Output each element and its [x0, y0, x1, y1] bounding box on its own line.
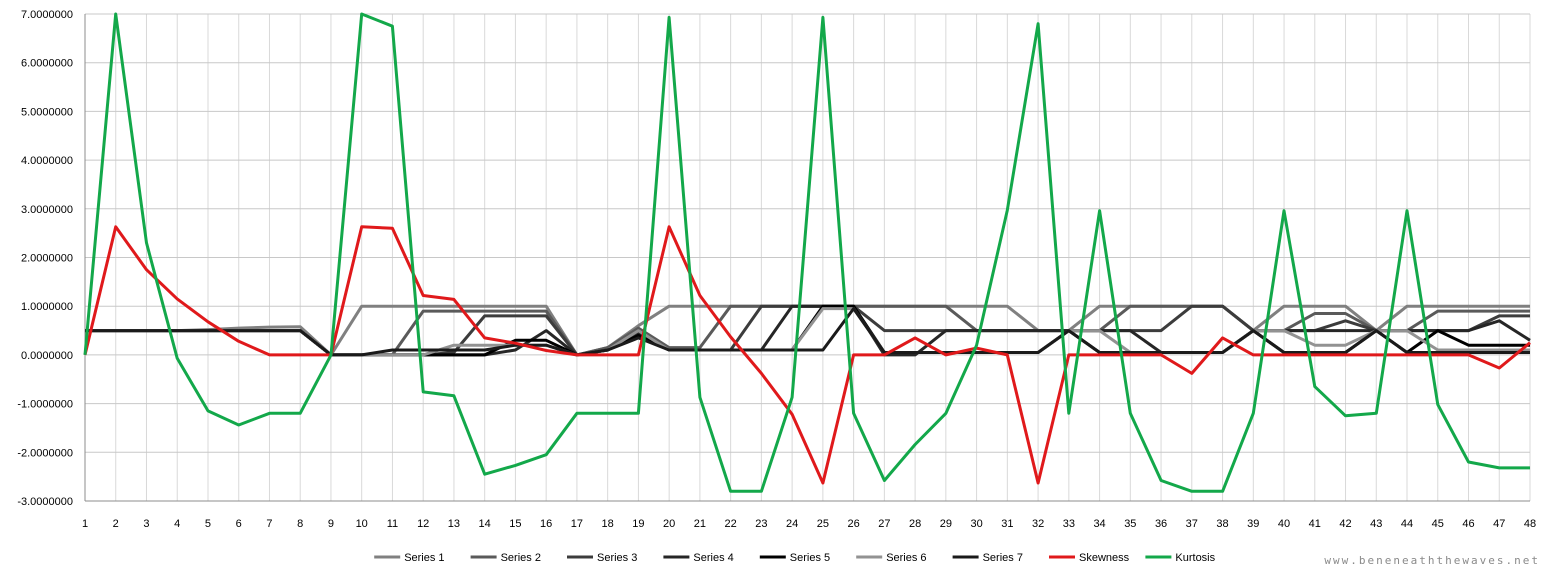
x-tick-label: 48 — [1524, 518, 1536, 530]
x-tick-label: 38 — [1216, 518, 1228, 530]
x-tick-label: 34 — [1093, 518, 1105, 530]
x-tick-label: 37 — [1186, 518, 1198, 530]
x-tick-label: 39 — [1247, 518, 1259, 530]
x-tick-label: 8 — [297, 518, 303, 530]
legend-label: Series 5 — [790, 552, 830, 564]
grid-lines — [84, 13, 1531, 502]
legend-label: Series 1 — [404, 552, 444, 564]
x-tick-label: 13 — [448, 518, 460, 530]
y-axis-ticks: -3.0000000 -2.0000000 -1.0000000 0.0000000 1… — [17, 9, 73, 508]
x-tick-label: 23 — [755, 518, 767, 530]
x-tick-label: 21 — [694, 518, 706, 530]
x-tick-label: 15 — [509, 518, 521, 530]
x-tick-label: 22 — [725, 518, 737, 530]
x-tick-label: 17 — [571, 518, 583, 530]
y-tick-label: 1.0000000 — [21, 301, 73, 313]
x-tick-label: 45 — [1432, 518, 1444, 530]
legend-label: Skewness — [1079, 552, 1130, 564]
x-tick-label: 5 — [205, 518, 211, 530]
x-tick-label: 2 — [113, 518, 119, 530]
x-tick-label: 28 — [909, 518, 921, 530]
legend-label: Series 2 — [501, 552, 541, 564]
x-tick-label: 29 — [940, 518, 952, 530]
series-line-series-7 — [85, 307, 1530, 357]
y-tick-label: -3.0000000 — [17, 496, 73, 508]
series-line-kurtosis — [83, 12, 1530, 493]
y-tick-label: 3.0000000 — [21, 204, 73, 216]
x-tick-label: 46 — [1462, 518, 1474, 530]
x-tick-label: 33 — [1063, 518, 1075, 530]
x-tick-label: 18 — [602, 518, 614, 530]
x-tick-label: 16 — [540, 518, 552, 530]
x-tick-label: 40 — [1278, 518, 1290, 530]
legend-label: Series 4 — [693, 552, 733, 564]
series-line-skewness — [83, 225, 1531, 485]
x-tick-label: 42 — [1339, 518, 1351, 530]
x-tick-label: 24 — [786, 518, 798, 530]
x-axis-ticks: 1 2 3 4 5 6 7 8 9 10 11 12 13 14 15 16 17 18 19 20 21 22 23 24 2… — [82, 518, 1536, 530]
x-tick-label: 12 — [417, 518, 429, 530]
y-tick-label: 2.0000000 — [21, 253, 73, 265]
x-tick-label: 32 — [1032, 518, 1044, 530]
x-tick-label: 36 — [1155, 518, 1167, 530]
x-tick-label: 7 — [266, 518, 272, 530]
x-tick-label: 27 — [878, 518, 890, 530]
y-tick-label: 0.0000000 — [21, 350, 73, 362]
y-tick-label: 4.0000000 — [21, 155, 73, 167]
x-tick-label: 6 — [236, 518, 242, 530]
x-tick-label: 4 — [174, 518, 180, 530]
x-tick-label: 1 — [82, 518, 88, 530]
legend-label: Series 3 — [597, 552, 637, 564]
x-tick-label: 10 — [356, 518, 368, 530]
x-tick-label: 44 — [1401, 518, 1413, 530]
x-tick-label: 26 — [847, 518, 859, 530]
x-tick-label: 30 — [970, 518, 982, 530]
watermark: www.beneneaththewaves.net — [1324, 554, 1540, 567]
legend: Series 1 Series 2 Series 3 Series 4 Series 5… — [374, 552, 1216, 564]
x-tick-label: 14 — [479, 518, 491, 530]
x-tick-label: 20 — [663, 518, 675, 530]
x-tick-label: 25 — [817, 518, 829, 530]
y-tick-label: 5.0000000 — [21, 106, 73, 118]
x-tick-label: 35 — [1124, 518, 1136, 530]
legend-label: Series 6 — [886, 552, 926, 564]
x-tick-label: 41 — [1309, 518, 1321, 530]
series-lines — [83, 12, 1531, 493]
y-tick-label: 6.0000000 — [21, 58, 73, 70]
legend-label: Kurtosis — [1175, 552, 1215, 564]
x-tick-label: 19 — [632, 518, 644, 530]
y-tick-label: 7.0000000 — [21, 9, 73, 21]
y-tick-label: -1.0000000 — [17, 399, 73, 411]
x-tick-label: 31 — [1001, 518, 1013, 530]
x-tick-label: 43 — [1370, 518, 1382, 530]
x-tick-label: 3 — [143, 518, 149, 530]
x-tick-label: 9 — [328, 518, 334, 530]
legend-label: Series 7 — [983, 552, 1023, 564]
x-tick-label: 11 — [387, 518, 398, 530]
x-tick-label: 47 — [1493, 518, 1505, 530]
y-tick-label: -2.0000000 — [17, 447, 73, 459]
